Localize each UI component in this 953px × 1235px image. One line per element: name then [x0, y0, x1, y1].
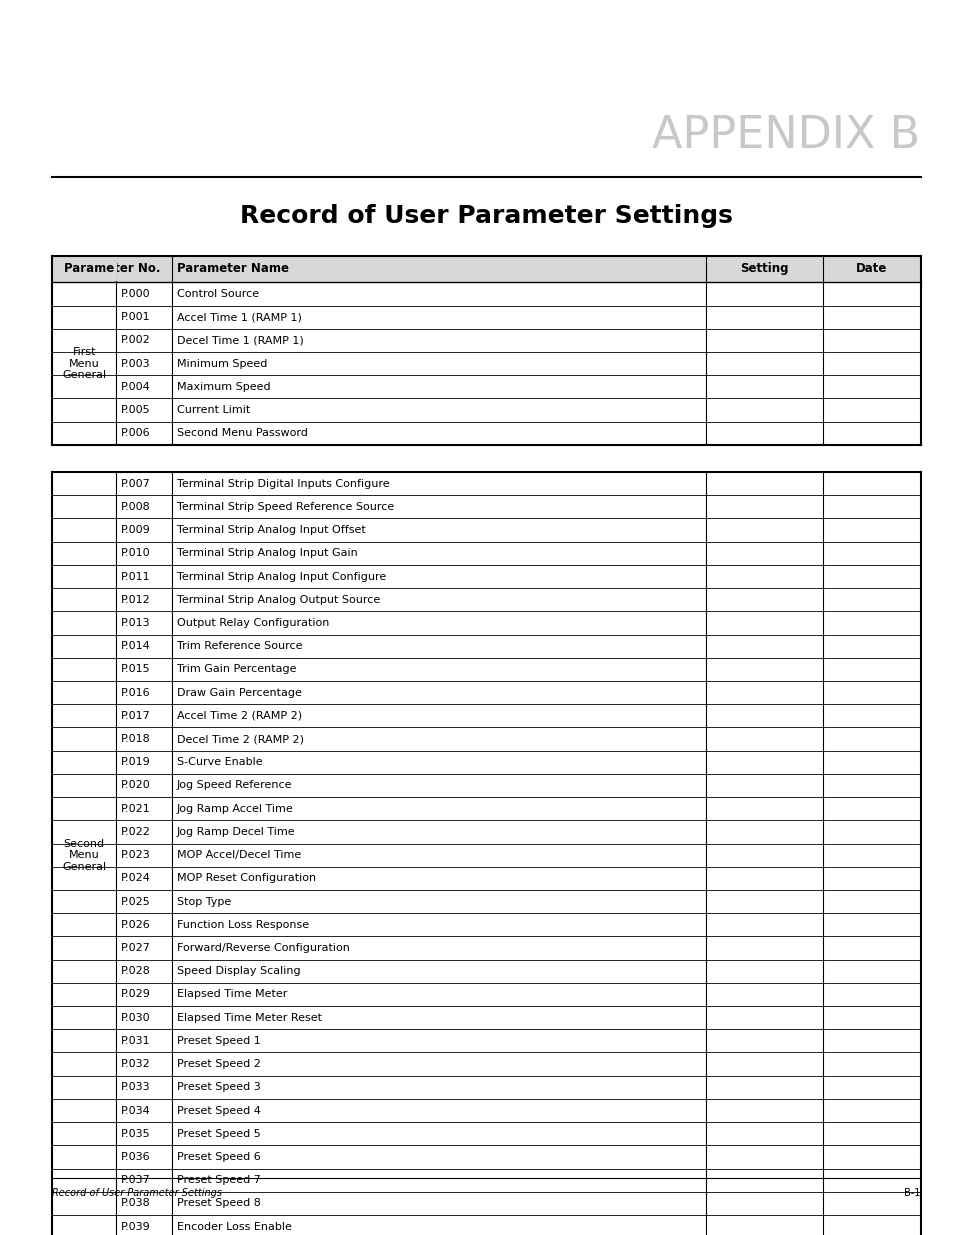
Text: P.030: P.030 — [120, 1013, 150, 1023]
Text: Function Loss Response: Function Loss Response — [177, 920, 309, 930]
Text: Decel Time 2 (RAMP 2): Decel Time 2 (RAMP 2) — [177, 734, 304, 743]
Text: P.012: P.012 — [120, 595, 151, 605]
Text: Current Limit: Current Limit — [177, 405, 250, 415]
Text: Terminal Strip Analog Input Configure: Terminal Strip Analog Input Configure — [177, 572, 386, 582]
Text: P.032: P.032 — [120, 1060, 151, 1070]
Text: Accel Time 1 (RAMP 1): Accel Time 1 (RAMP 1) — [177, 312, 301, 322]
Text: Speed Display Scaling: Speed Display Scaling — [177, 966, 300, 976]
Text: P.015: P.015 — [120, 664, 150, 674]
Text: Trim Reference Source: Trim Reference Source — [177, 641, 302, 651]
Text: P.019: P.019 — [120, 757, 151, 767]
Text: P.003: P.003 — [120, 358, 150, 368]
Text: Jog Ramp Decel Time: Jog Ramp Decel Time — [177, 827, 295, 837]
Text: P.007: P.007 — [120, 479, 151, 489]
Text: P.011: P.011 — [120, 572, 150, 582]
Text: Preset Speed 6: Preset Speed 6 — [177, 1152, 260, 1162]
Text: Output Relay Configuration: Output Relay Configuration — [177, 618, 329, 627]
Text: P.029: P.029 — [120, 989, 151, 999]
Text: MOP Accel/Decel Time: MOP Accel/Decel Time — [177, 850, 301, 860]
Text: Trim Gain Percentage: Trim Gain Percentage — [177, 664, 296, 674]
Text: MOP Reset Configuration: MOP Reset Configuration — [177, 873, 315, 883]
Text: Preset Speed 8: Preset Speed 8 — [177, 1198, 260, 1208]
Text: Forward/Reverse Configuration: Forward/Reverse Configuration — [177, 944, 350, 953]
Text: Terminal Strip Speed Reference Source: Terminal Strip Speed Reference Source — [177, 501, 394, 511]
Text: P.000: P.000 — [120, 289, 150, 299]
Text: P.036: P.036 — [120, 1152, 150, 1162]
Text: Second Menu Password: Second Menu Password — [177, 429, 308, 438]
Text: P.020: P.020 — [120, 781, 151, 790]
Text: P.024: P.024 — [120, 873, 151, 883]
Text: Maximum Speed: Maximum Speed — [177, 382, 271, 391]
Text: Terminal Strip Analog Input Offset: Terminal Strip Analog Input Offset — [177, 525, 365, 535]
Text: P.018: P.018 — [120, 734, 151, 743]
Text: Terminal Strip Analog Input Gain: Terminal Strip Analog Input Gain — [177, 548, 357, 558]
Text: Parameter No.: Parameter No. — [64, 263, 160, 275]
Text: P.037: P.037 — [120, 1176, 151, 1186]
Text: Elapsed Time Meter Reset: Elapsed Time Meter Reset — [177, 1013, 322, 1023]
Text: P.001: P.001 — [120, 312, 150, 322]
Text: Jog Ramp Accel Time: Jog Ramp Accel Time — [177, 804, 294, 814]
Text: Minimum Speed: Minimum Speed — [177, 358, 267, 368]
Text: Date: Date — [856, 263, 886, 275]
Text: P.034: P.034 — [120, 1105, 151, 1115]
Text: P.006: P.006 — [120, 429, 150, 438]
Text: P.025: P.025 — [120, 897, 151, 906]
Text: Decel Time 1 (RAMP 1): Decel Time 1 (RAMP 1) — [177, 336, 303, 346]
Text: Encoder Loss Enable: Encoder Loss Enable — [177, 1221, 292, 1231]
Bar — [114, 257, 117, 282]
Text: S-Curve Enable: S-Curve Enable — [177, 757, 262, 767]
Text: P.009: P.009 — [120, 525, 151, 535]
Text: P.017: P.017 — [120, 711, 151, 721]
Text: Control Source: Control Source — [177, 289, 259, 299]
Text: P.022: P.022 — [120, 827, 151, 837]
Text: P.028: P.028 — [120, 966, 151, 976]
Text: First
Menu
General: First Menu General — [62, 347, 106, 380]
Text: P.031: P.031 — [120, 1036, 150, 1046]
Text: P.005: P.005 — [120, 405, 150, 415]
Text: P.023: P.023 — [120, 850, 151, 860]
Text: P.026: P.026 — [120, 920, 151, 930]
Text: P.013: P.013 — [120, 618, 150, 627]
Text: Parameter Name: Parameter Name — [177, 263, 289, 275]
Text: Record of User Parameter Settings: Record of User Parameter Settings — [52, 1188, 222, 1198]
Text: P.010: P.010 — [120, 548, 150, 558]
Text: Record of User Parameter Settings: Record of User Parameter Settings — [240, 204, 732, 227]
Text: P.035: P.035 — [120, 1129, 150, 1139]
Text: Setting: Setting — [740, 263, 788, 275]
Text: Preset Speed 3: Preset Speed 3 — [177, 1082, 260, 1092]
Text: Second
Menu
General: Second Menu General — [62, 839, 106, 872]
Text: Preset Speed 1: Preset Speed 1 — [177, 1036, 260, 1046]
Bar — [52, 256, 920, 283]
Text: Jog Speed Reference: Jog Speed Reference — [177, 781, 293, 790]
Text: Elapsed Time Meter: Elapsed Time Meter — [177, 989, 287, 999]
Text: P.016: P.016 — [120, 688, 150, 698]
Text: APPENDIX B: APPENDIX B — [652, 114, 920, 157]
Text: Terminal Strip Digital Inputs Configure: Terminal Strip Digital Inputs Configure — [177, 479, 389, 489]
Text: P.021: P.021 — [120, 804, 151, 814]
Text: P.004: P.004 — [120, 382, 151, 391]
Text: P.039: P.039 — [120, 1221, 151, 1231]
Text: P.033: P.033 — [120, 1082, 150, 1092]
Text: Preset Speed 7: Preset Speed 7 — [177, 1176, 260, 1186]
Text: Preset Speed 2: Preset Speed 2 — [177, 1060, 260, 1070]
Text: P.038: P.038 — [120, 1198, 151, 1208]
Text: Draw Gain Percentage: Draw Gain Percentage — [177, 688, 301, 698]
Text: Preset Speed 4: Preset Speed 4 — [177, 1105, 260, 1115]
Text: Terminal Strip Analog Output Source: Terminal Strip Analog Output Source — [177, 595, 380, 605]
Text: P.002: P.002 — [120, 336, 151, 346]
Text: P.008: P.008 — [120, 501, 151, 511]
Text: Stop Type: Stop Type — [177, 897, 231, 906]
Text: P.014: P.014 — [120, 641, 151, 651]
Text: Accel Time 2 (RAMP 2): Accel Time 2 (RAMP 2) — [177, 711, 302, 721]
Text: B-1: B-1 — [903, 1188, 920, 1198]
Text: P.027: P.027 — [120, 944, 151, 953]
Text: Preset Speed 5: Preset Speed 5 — [177, 1129, 260, 1139]
